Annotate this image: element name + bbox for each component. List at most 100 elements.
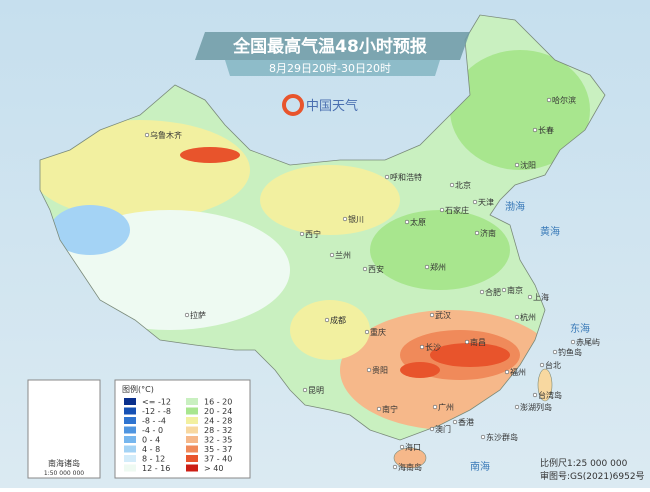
legend-swatch: [124, 407, 136, 415]
city-label: 贵阳: [372, 365, 388, 375]
city-label: 兰州: [335, 250, 351, 260]
legend-label: 35 - 37: [204, 445, 232, 454]
legend-swatch: [124, 417, 136, 424]
city-label: 西安: [368, 264, 384, 274]
legend-label: 8 - 12: [142, 455, 165, 464]
legend-swatch: [186, 445, 198, 453]
legend-swatch: [124, 436, 136, 443]
labels: <= -12-12 - -8-8 - -4-4 - 00 - 44 - 88 -…: [124, 95, 600, 473]
subtitle-banner: [225, 60, 440, 76]
legend-label: <= -12: [142, 398, 171, 407]
inset-title: 南海诸岛: [48, 458, 80, 468]
city-dot: [449, 182, 455, 188]
city-dot: [439, 207, 445, 213]
scale: 比例尺1:25 000 000: [540, 457, 628, 469]
city-dot: [452, 419, 458, 425]
city-label: 长春: [538, 125, 554, 135]
city-label: 台北: [545, 360, 561, 370]
city-label: 澎湖列岛: [520, 402, 552, 412]
city-label: 福州: [510, 368, 526, 377]
legend-swatch: [186, 417, 198, 424]
city-dot: [472, 199, 478, 205]
legend-swatch: [124, 464, 136, 472]
legend-swatch: [124, 398, 136, 405]
city-label: 石家庄: [445, 205, 469, 215]
city-dot: [464, 339, 470, 345]
inset-scale: 1:50 000 000: [44, 470, 84, 477]
city-dot: [527, 294, 533, 300]
city-label: 海南岛: [398, 462, 422, 472]
city-dot: [342, 216, 348, 222]
sea-label: 东海: [570, 322, 590, 335]
city-dot: [184, 312, 190, 318]
city-label: 沈阳: [520, 160, 536, 170]
city-dot: [364, 329, 370, 335]
city-dot: [480, 434, 486, 440]
city-dot: [302, 387, 308, 393]
city-label: 上海: [533, 292, 549, 302]
city-label: 东沙群岛: [486, 432, 518, 442]
legend-swatch: [186, 436, 198, 443]
city-dot: [299, 231, 305, 237]
city-label: 太原: [410, 217, 426, 227]
legend-title: 图例(°C): [122, 384, 154, 394]
city-dot: [546, 97, 552, 103]
legend-label: -4 - 0: [142, 426, 163, 435]
city-label: 海口: [405, 442, 421, 452]
city-label: 合肥: [485, 287, 501, 297]
legend-label: 28 - 32: [204, 426, 232, 435]
city-dot: [424, 264, 430, 270]
city-dot: [399, 444, 405, 450]
city-label: 广州: [438, 402, 454, 412]
sea-label: 南海: [470, 460, 490, 473]
border: [39, 14, 606, 441]
city-dot: [532, 127, 538, 133]
city-label: 长沙: [425, 342, 441, 352]
city-label: 昆明: [308, 386, 324, 395]
city-label: 哈尔滨: [552, 95, 576, 105]
sea-label: 黄海: [540, 225, 560, 238]
legend-label: 12 - 16: [142, 464, 170, 473]
city-label: 银川: [348, 214, 364, 224]
legend-label: 20 - 24: [204, 407, 232, 416]
taiwan: [537, 368, 553, 402]
city-dot: [479, 289, 485, 295]
legend-box: [114, 379, 251, 479]
inset-box: [27, 379, 101, 479]
city-dot: [570, 339, 576, 345]
city-label: 台湾岛: [538, 390, 562, 400]
hainan: [393, 447, 427, 469]
legend-label: 24 - 28: [204, 417, 232, 426]
city-dot: [539, 362, 545, 368]
city-label: 拉萨: [190, 310, 206, 320]
city-dot: [324, 317, 330, 323]
city-label: 钓鱼岛: [558, 347, 582, 357]
legend-swatch: [186, 464, 198, 472]
legend-label: 37 - 40: [204, 455, 232, 464]
legend-swatch: [186, 398, 198, 405]
city-dot: [329, 252, 335, 258]
city-dot: [514, 314, 520, 320]
city-dot: [474, 230, 480, 236]
city-label: 南宁: [382, 404, 398, 414]
city-label: 北京: [455, 180, 471, 190]
city-dot: [504, 369, 510, 375]
legend-swatch: [124, 455, 136, 462]
sea-label: 渤海: [505, 200, 525, 213]
city-dot: [532, 392, 538, 398]
legend-swatch: [186, 426, 198, 434]
city-dot: [429, 312, 435, 318]
city-dot: [384, 174, 390, 180]
legend-label: -12 - -8: [142, 407, 171, 416]
city-label: 天津: [478, 197, 494, 207]
city-label: 赤尾屿: [576, 338, 600, 347]
city-dot: [432, 404, 438, 410]
city-label: 南昌: [470, 337, 486, 347]
city-label: 武汉: [435, 310, 451, 320]
approval: 审图号:GS(2021)6952号: [540, 470, 645, 482]
logo-text: 中国天气: [306, 98, 358, 114]
city-label: 香港: [458, 417, 474, 427]
city-dot: [501, 287, 507, 293]
legend-swatch: [186, 407, 198, 415]
